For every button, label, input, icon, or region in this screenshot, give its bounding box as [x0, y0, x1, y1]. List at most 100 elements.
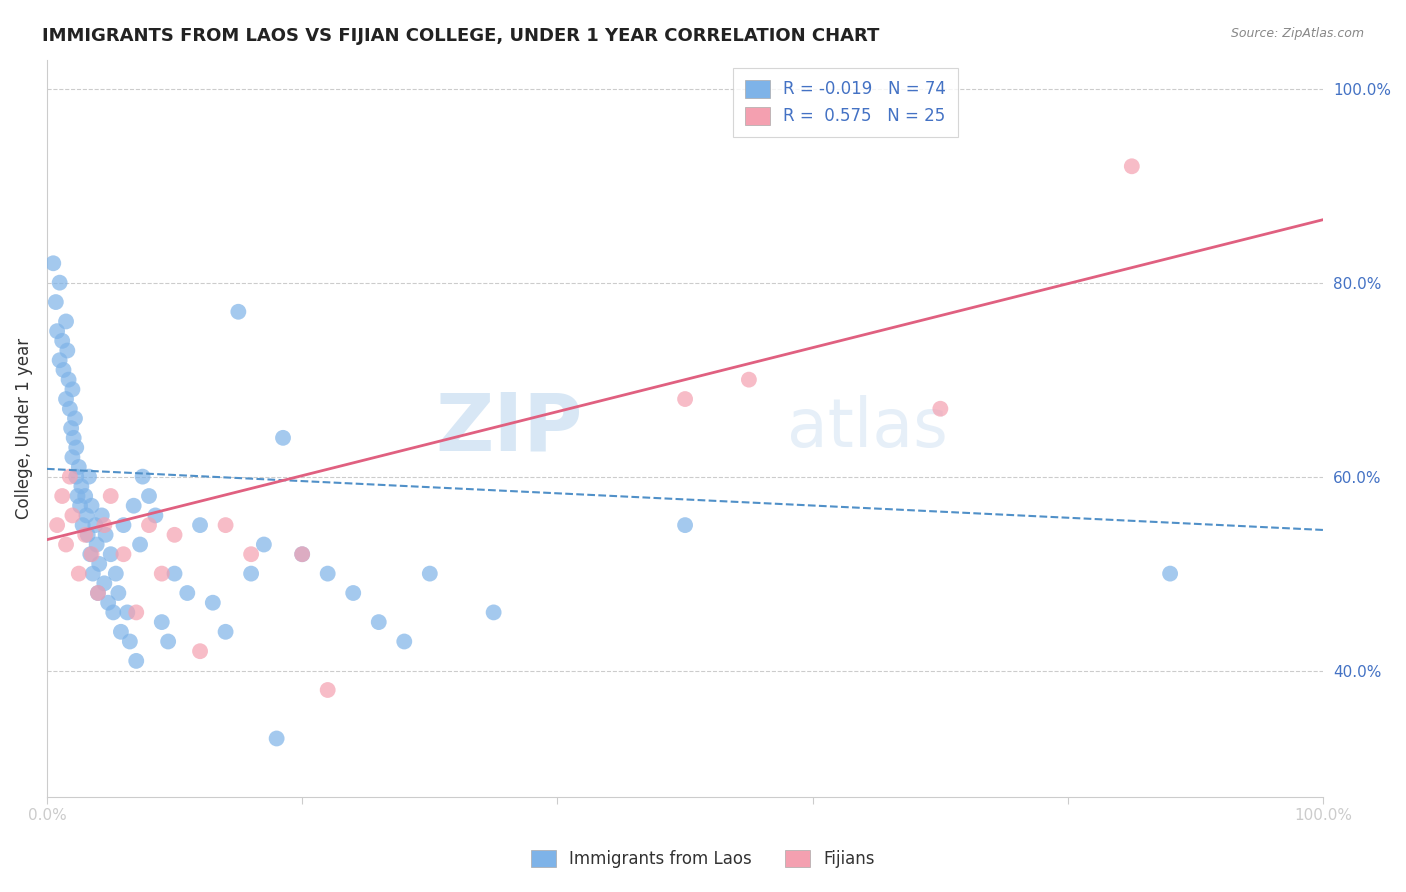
Y-axis label: College, Under 1 year: College, Under 1 year [15, 337, 32, 519]
Point [291, 547, 314, 561]
Point [100, 547, 122, 561]
Point [482, 606, 505, 620]
Point [69, 499, 91, 513]
Text: ZIP: ZIP [436, 389, 583, 467]
Point [55, 392, 77, 406]
Point [201, 596, 224, 610]
Point [163, 528, 186, 542]
Point [131, 469, 153, 483]
Point [129, 537, 152, 551]
Point [97, 596, 120, 610]
Point [75, 508, 97, 523]
Point [104, 566, 127, 581]
Point [76, 528, 98, 542]
Point [59, 401, 82, 416]
Point [42, 256, 65, 270]
Point [89, 557, 111, 571]
Point [70, 479, 93, 493]
Point [125, 606, 148, 620]
Point [316, 683, 339, 698]
Point [80, 499, 103, 513]
Point [271, 431, 294, 445]
Point [45, 295, 67, 310]
Point [214, 624, 236, 639]
Point [929, 401, 952, 416]
Point [176, 586, 198, 600]
Text: Source: ZipAtlas.com: Source: ZipAtlas.com [1230, 27, 1364, 40]
Point [112, 547, 135, 561]
Legend: Immigrants from Laos, Fijians: Immigrants from Laos, Fijians [524, 843, 882, 875]
Point [673, 518, 696, 533]
Point [316, 566, 339, 581]
Point [55, 537, 77, 551]
Point [60, 421, 83, 435]
Point [72, 518, 94, 533]
Point [46, 518, 69, 533]
Text: atlas: atlas [787, 395, 948, 461]
Point [228, 305, 250, 319]
Point [253, 537, 276, 551]
Point [103, 606, 125, 620]
Point [673, 392, 696, 406]
Point [75, 489, 97, 503]
Point [90, 508, 112, 523]
Point [48, 353, 70, 368]
Point [150, 566, 173, 581]
Point [84, 518, 107, 533]
Point [214, 518, 236, 533]
Point [240, 566, 263, 581]
Point [51, 334, 73, 348]
Point [66, 489, 89, 503]
Point [79, 547, 101, 561]
Point [87, 586, 110, 600]
Point [46, 324, 69, 338]
Point [145, 508, 167, 523]
Point [342, 586, 364, 600]
Point [394, 634, 416, 648]
Point [52, 363, 75, 377]
Point [122, 499, 145, 513]
Point [62, 431, 84, 445]
Point [51, 489, 73, 503]
Point [1121, 159, 1143, 173]
Point [93, 576, 115, 591]
Point [118, 634, 141, 648]
Point [150, 615, 173, 629]
Point [94, 528, 117, 542]
Point [75, 528, 97, 542]
Point [738, 373, 761, 387]
Point [291, 547, 314, 561]
Point [59, 469, 82, 483]
Point [48, 276, 70, 290]
Point [112, 518, 135, 533]
Point [1159, 566, 1181, 581]
Point [87, 586, 110, 600]
Point [100, 489, 122, 503]
Point [110, 624, 132, 639]
Point [82, 566, 104, 581]
Point [62, 450, 84, 465]
Point [188, 518, 211, 533]
Text: IMMIGRANTS FROM LAOS VS FIJIAN COLLEGE, UNDER 1 YEAR CORRELATION CHART: IMMIGRANTS FROM LAOS VS FIJIAN COLLEGE, … [42, 27, 880, 45]
Point [157, 634, 180, 648]
Point [67, 566, 90, 581]
Point [93, 518, 115, 533]
Point [63, 411, 86, 425]
Point [55, 314, 77, 328]
Point [62, 508, 84, 523]
Point [80, 547, 103, 561]
Point [86, 537, 108, 551]
Point [240, 547, 263, 561]
Point [65, 441, 87, 455]
Point [117, 606, 139, 620]
Point [188, 644, 211, 658]
Point [77, 469, 100, 483]
Point [67, 459, 90, 474]
Point [58, 373, 80, 387]
Point [65, 469, 87, 483]
Point [125, 654, 148, 668]
Point [62, 382, 84, 396]
Point [56, 343, 79, 358]
Point [138, 518, 160, 533]
Point [107, 586, 129, 600]
